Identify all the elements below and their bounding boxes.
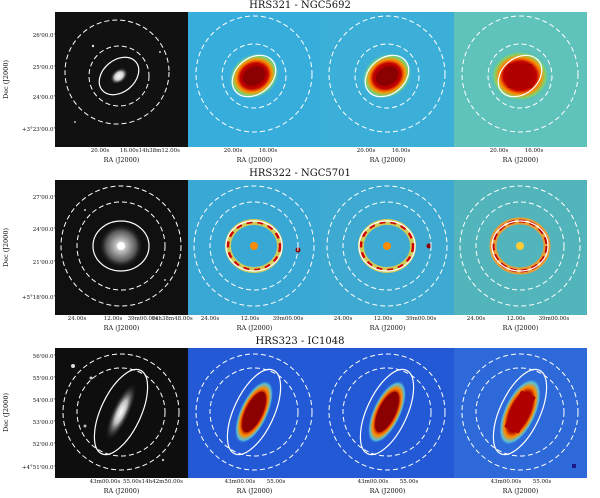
x-tick-label: 55.00s <box>266 479 286 485</box>
x-tick-label: 16.00s <box>524 148 544 154</box>
y-tick-label: +3°23'00.0" <box>21 127 56 133</box>
x-tick-label: 20.00s <box>489 148 509 154</box>
x-tick-label: 55.00s14h42m50.00s <box>123 479 183 485</box>
y-tick-label: 24'00.0" <box>32 95 56 101</box>
x-tick-labels: 24.00s 12.00s 39m00.00s <box>188 316 321 324</box>
y-axis-label: Dec (J2000) <box>2 393 10 433</box>
y-tick-label: 25'00.0" <box>32 65 56 71</box>
far-infrared-map-panel <box>188 180 321 315</box>
row-title: HRS323 - IC1048 <box>255 336 345 347</box>
far-infrared-map-panel <box>321 12 454 147</box>
x-tick-label: 24.00s <box>200 316 220 322</box>
x-tick-labels: 43m00.00s 55.00s <box>321 479 454 487</box>
x-tick-labels: 20.00s 16.00s <box>188 148 321 156</box>
y-tick-labels: 26'00.0" 25'00.0" 24'00.0" +3°23'00.0" <box>12 12 56 147</box>
x-axis-label: RA (J2000) <box>502 324 539 332</box>
x-tick-labels: 24.00s 12.00s 39m00.00s <box>454 316 587 324</box>
x-tick-label: 12.00s <box>373 316 393 322</box>
x-tick-labels: 43m00.00s 55.00s <box>454 479 587 487</box>
x-tick-label: 24.00s <box>67 316 87 322</box>
x-axis-label: RA (J2000) <box>103 156 140 164</box>
x-tick-label: 20.00s <box>90 148 110 154</box>
far-infrared-map-panel <box>454 180 587 315</box>
x-tick-label: 12.00s <box>103 316 123 322</box>
x-axis-label: RA (J2000) <box>103 487 140 495</box>
x-tick-labels: 24.00s 12.00s 39m00.00s 14h38m48.00s <box>55 316 193 324</box>
x-axis-label: RA (J2000) <box>236 487 273 495</box>
y-tick-labels: 27'00.0" 24'00.0" 21'00.0" +5°18'00.0" <box>12 180 56 315</box>
optical-image-panel <box>55 348 188 478</box>
y-tick-label: 52'00.0" <box>32 442 56 448</box>
far-infrared-map-panel <box>321 180 454 315</box>
x-tick-label: 39m00.00s <box>538 316 570 322</box>
y-tick-label: 24'00.0" <box>32 227 56 233</box>
x-tick-labels: 24.00s 12.00s 39m00.00s <box>321 316 454 324</box>
x-tick-label: 24.00s <box>466 316 486 322</box>
x-tick-label: 39m00.00s <box>405 316 437 322</box>
x-tick-label: 16.00s14h38m12.00s <box>120 148 180 154</box>
y-tick-labels: 56'00.0" 55'00.0" 54'00.0" 53'00.0" 52'0… <box>12 348 56 478</box>
y-tick-label: 26'00.0" <box>32 33 56 39</box>
x-tick-label: 43m00.00s <box>490 479 522 485</box>
row-title: HRS321 - NGC5692 <box>249 0 351 11</box>
y-tick-label: 53'00.0" <box>32 420 56 426</box>
x-axis-label: RA (J2000) <box>103 324 140 332</box>
far-infrared-map-panel <box>188 348 321 478</box>
y-tick-label: 27'00.0" <box>32 195 56 201</box>
x-axis-label: RA (J2000) <box>369 156 406 164</box>
x-tick-labels: 20.00s 16.00s <box>454 148 587 156</box>
x-axis-label: RA (J2000) <box>236 324 273 332</box>
galaxy-row-hrs321: HRS321 - NGC5692 Dec (J2000) 26'00.0" 25… <box>0 0 600 166</box>
x-axis-label: RA (J2000) <box>236 156 273 164</box>
y-axis-label: Dec (J2000) <box>2 60 10 99</box>
x-tick-label: 20.00s <box>356 148 376 154</box>
far-infrared-map-panel <box>454 12 587 147</box>
y-tick-label: 55'00.0" <box>32 376 56 382</box>
y-tick-label: 54'00.0" <box>32 398 56 404</box>
x-tick-label: 12.00s <box>240 316 260 322</box>
row-title: HRS322 - NGC5701 <box>249 168 351 179</box>
y-tick-label: 56'00.0" <box>32 354 56 360</box>
x-tick-label: 55.00s <box>399 479 419 485</box>
x-tick-labels: 20.00s 16.00s <box>321 148 454 156</box>
x-tick-labels: 43m00.00s 55.00s <box>188 479 321 487</box>
x-tick-label: 43m00.00s <box>357 479 389 485</box>
x-tick-labels: 20.00s 16.00s14h38m12.00s <box>55 148 188 156</box>
galaxy-row-hrs323: HRS323 - IC1048 Dec (J2000) 56'00.0" 55'… <box>0 336 600 498</box>
x-tick-label: 43m00.00s <box>224 479 256 485</box>
x-tick-labels: 43m00.00s 55.00s14h42m50.00s <box>55 479 188 487</box>
x-tick-label: 55.00s <box>532 479 552 485</box>
x-axis-label: RA (J2000) <box>369 487 406 495</box>
y-tick-label: +5°18'00.0" <box>21 295 56 301</box>
galaxy-row-hrs322: HRS322 - NGC5701 Dec (J2000) 27'00.0" 24… <box>0 168 600 334</box>
x-tick-label: 16.00s <box>391 148 411 154</box>
optical-image-panel <box>55 12 188 147</box>
x-tick-label: 43m00.00s <box>89 479 121 485</box>
y-tick-label: +4°51'00.0" <box>21 465 56 471</box>
x-axis-label: RA (J2000) <box>502 156 539 164</box>
far-infrared-map-panel <box>454 348 587 478</box>
x-tick-label: 20.00s <box>223 148 243 154</box>
x-tick-label: 12.00s <box>506 316 526 322</box>
x-axis-label: RA (J2000) <box>369 324 406 332</box>
x-axis-label: RA (J2000) <box>502 487 539 495</box>
far-infrared-map-panel <box>321 348 454 478</box>
x-tick-label: 39m00.00s <box>127 316 159 322</box>
x-tick-label: 39m00.00s <box>272 316 304 322</box>
optical-image-panel <box>55 180 188 315</box>
x-tick-label: 16.00s <box>258 148 278 154</box>
y-axis-label: Dec (J2000) <box>2 228 10 267</box>
y-tick-label: 21'00.0" <box>32 260 56 266</box>
x-tick-label: 14h38m48.00s <box>151 316 193 322</box>
x-tick-label: 24.00s <box>333 316 353 322</box>
far-infrared-map-panel <box>188 12 321 147</box>
